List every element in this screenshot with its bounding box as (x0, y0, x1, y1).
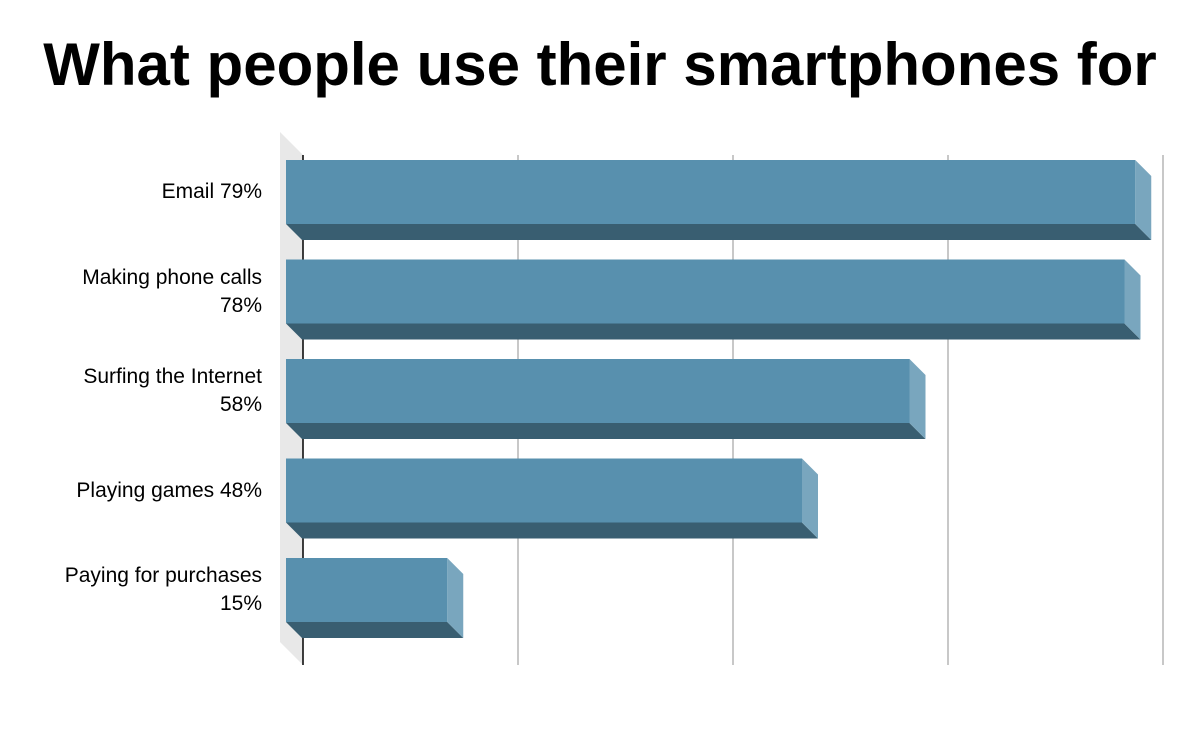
bar-bottom (286, 423, 926, 439)
category-label: Email 79% (161, 180, 262, 203)
category-label: Playing games 48% (76, 478, 262, 502)
category-label-box: Making phone calls 78% (42, 260, 262, 324)
bar-side (1124, 259, 1141, 340)
bar-bottom (286, 224, 1152, 240)
bar (286, 259, 1125, 324)
bar (286, 359, 910, 423)
category-label: Making phone calls 78% (82, 265, 262, 317)
bar-bottom (286, 522, 818, 539)
category-label-box: Paying for purchases 15% (42, 558, 262, 622)
bar-bottom (286, 323, 1141, 340)
bar-side (909, 359, 926, 439)
bar-bottom (286, 622, 464, 638)
category-label-box: Surfing the Internet 58% (42, 359, 262, 423)
category-label: Paying for purchases 15% (64, 564, 262, 615)
bar-side (1135, 160, 1152, 240)
category-label-box: Email 79% (42, 160, 262, 224)
category-label-box: Playing games 48% (42, 459, 262, 523)
bar-side (802, 458, 818, 539)
category-label: Surfing the Internet 58% (83, 365, 262, 416)
bar (286, 558, 448, 622)
chart-title: What people use their smartphones for (43, 31, 1157, 98)
bar (286, 458, 802, 523)
bar (286, 160, 1136, 224)
bar-side (447, 558, 464, 638)
